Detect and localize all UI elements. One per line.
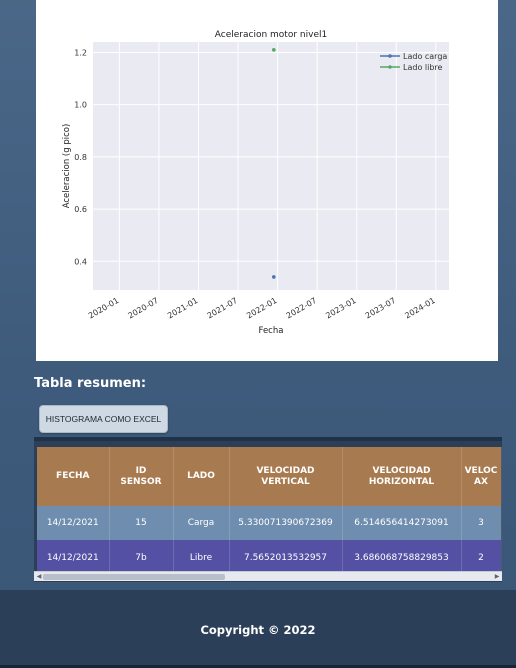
y-tick-label: 1.0 xyxy=(74,101,87,110)
x-tick-label: 2023-01 xyxy=(324,296,357,321)
table-cell: 14/12/2021 xyxy=(37,540,110,575)
x-tick-label: 2021-07 xyxy=(206,296,239,321)
data-point-lado-carga xyxy=(272,275,276,279)
x-tick-label: 2022-07 xyxy=(285,296,318,321)
scroll-right-arrow-icon[interactable]: ▶ xyxy=(494,573,500,580)
chart-card: 0.4 0.6 0.8 1.0 1.2 2020-01 2020-07 2021-01 2021… xyxy=(36,0,498,361)
table-header-cell: FECHA xyxy=(37,447,110,506)
histogram-excel-button[interactable]: HISTOGRAMA COMO EXCEL xyxy=(39,405,168,433)
x-tick-label: 2020-01 xyxy=(87,296,120,321)
acceleration-chart: 0.4 0.6 0.8 1.0 1.2 2020-01 2020-07 2021-01 2021… xyxy=(62,30,449,336)
plot-area xyxy=(93,42,449,290)
table-header-label: VERTICAL xyxy=(261,476,310,487)
table-header-label: HORIZONTAL xyxy=(368,476,435,487)
legend-label: Lado libre xyxy=(403,63,443,72)
y-tick-label: 1.2 xyxy=(74,48,87,57)
y-tick-label: 0.8 xyxy=(74,153,87,162)
chart-title: Aceleracion motor nivel1 xyxy=(215,30,327,40)
y-tick-label: 0.4 xyxy=(74,257,87,266)
table-cell: 3.686068758829853 xyxy=(342,540,462,575)
section-title: Tabla resumen: xyxy=(34,376,147,391)
table-cell: 7.5652013532957 xyxy=(229,540,343,575)
footer-bottom-border xyxy=(0,665,516,668)
table-row: 14/12/2021 15 Carga 5.330071390672369 6.5146… xyxy=(37,506,502,540)
table-cell: 6.514656414273091 xyxy=(342,506,462,540)
table-header-label: AX xyxy=(474,476,488,487)
table-header-label: VELOC xyxy=(464,465,498,476)
table-cell: 7b xyxy=(109,540,174,575)
x-tick-label: 2022-01 xyxy=(245,296,278,321)
table-header-label: VELOCIDAD xyxy=(256,465,315,476)
horizontal-scrollbar[interactable]: ◀ ▶ xyxy=(34,571,502,581)
table-cell: 5.330071390672369 xyxy=(229,506,343,540)
x-tick-label: 2024-01 xyxy=(403,296,436,321)
table-header-cell: ID SENSOR xyxy=(109,447,174,506)
table-body: 14/12/2021 15 Carga 5.330071390672369 6.5146… xyxy=(37,506,502,575)
table-header-label: VELOCIDAD xyxy=(372,465,431,476)
summary-table-container: FECHA ID SENSOR LADO VELOCIDAD VERTICAL VELOCI… xyxy=(34,437,502,582)
legend-marker xyxy=(388,65,392,69)
table-cell: 2 xyxy=(461,540,502,575)
x-tick-label: 2021-01 xyxy=(166,296,199,321)
copyright-text: Copyright © 2022 xyxy=(200,623,316,637)
summary-table: FECHA ID SENSOR LADO VELOCIDAD VERTICAL VELOCI… xyxy=(37,447,502,575)
data-point-lado-libre xyxy=(272,48,276,52)
table-header-cell: VELOCIDAD HORIZONTAL xyxy=(342,447,462,506)
table-cell: Libre xyxy=(173,540,230,575)
x-tick-label: 2020-07 xyxy=(126,296,159,321)
legend-label: Lado carga xyxy=(403,52,447,61)
table-header-label: ID xyxy=(135,465,147,476)
x-tick-label: 2023-07 xyxy=(364,296,397,321)
table-header-label: LADO xyxy=(187,471,215,481)
table-row: 14/12/2021 7b Libre 7.5652013532957 3.686068… xyxy=(37,540,502,575)
table-cell: Carga xyxy=(173,506,230,540)
table-header-cell: VELOCIDAD VERTICAL xyxy=(229,447,343,506)
table-header-label: SENSOR xyxy=(120,476,162,487)
legend-marker xyxy=(388,54,392,58)
scroll-left-arrow-icon[interactable]: ◀ xyxy=(36,573,42,580)
table-cell: 3 xyxy=(461,506,502,540)
footer: Copyright © 2022 xyxy=(0,590,516,668)
table-top-border xyxy=(34,437,502,441)
table-cell: 14/12/2021 xyxy=(37,506,110,540)
x-axis-label: Fecha xyxy=(259,326,284,336)
table-cell: 15 xyxy=(109,506,174,540)
table-header-cell: VELOC AX xyxy=(461,447,502,506)
table-header-cell: LADO xyxy=(173,447,230,506)
y-tick-label: 0.6 xyxy=(74,205,87,214)
table-header-row: FECHA ID SENSOR LADO VELOCIDAD VERTICAL VELOCI… xyxy=(37,447,502,506)
scrollbar-thumb[interactable] xyxy=(43,574,225,580)
y-axis-label: Aceleracion (g pico) xyxy=(62,124,72,209)
table-header-label: FECHA xyxy=(56,471,90,481)
